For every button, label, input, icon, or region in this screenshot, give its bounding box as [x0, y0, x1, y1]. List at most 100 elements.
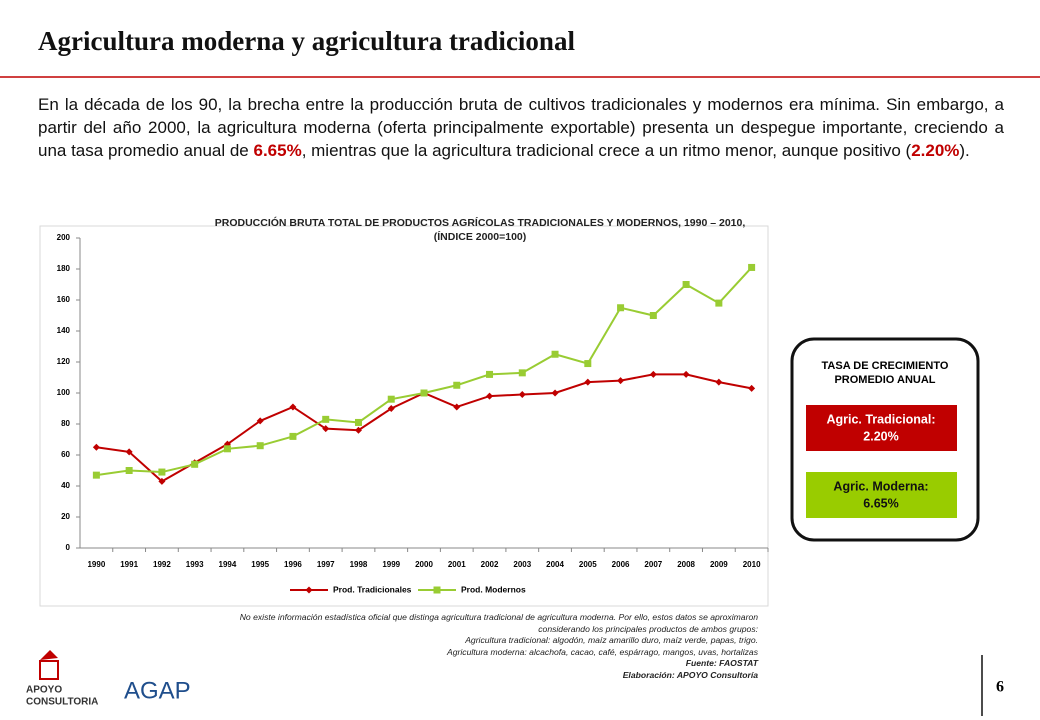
- marker: [433, 586, 441, 594]
- y-tick-label: 80: [61, 419, 70, 428]
- highlight: 2.20%: [911, 141, 960, 160]
- note: Agricultura tradicional: algodón, maíz a…: [465, 635, 758, 645]
- chart-title: PRODUCCIÓN BRUTA TOTAL DE PRODUCTOS AGRÍ…: [215, 216, 746, 229]
- x-tick-label: 2008: [677, 560, 695, 569]
- x-tick-label: 1997: [317, 560, 335, 569]
- page-number: 6: [996, 679, 1004, 696]
- x-tick-label: 1992: [153, 560, 171, 569]
- marker: [158, 468, 166, 476]
- x-tick-label: 2000: [415, 560, 433, 569]
- marker: [289, 432, 297, 440]
- marker: [617, 304, 625, 312]
- y-tick-label: 140: [57, 326, 71, 335]
- y-tick-label: 40: [61, 481, 70, 490]
- y-tick-label: 160: [57, 295, 71, 304]
- marker: [125, 448, 133, 456]
- title: Agricultura moderna y agricultura tradic…: [38, 26, 575, 56]
- x-tick-label: 2009: [710, 560, 728, 569]
- y-tick-label: 20: [61, 512, 70, 521]
- logo-text: APOYO: [26, 685, 62, 696]
- marker: [92, 471, 100, 479]
- x-tick-label: 2010: [743, 560, 761, 569]
- marker: [92, 443, 100, 451]
- notes: No existe información estadística oficia…: [100, 612, 758, 681]
- badge-label: Agric. Tradicional:: [826, 412, 935, 426]
- logo-text: AGAP: [124, 677, 191, 704]
- marker: [322, 415, 330, 423]
- marker: [158, 477, 166, 485]
- badge-value: 6.65%: [863, 496, 898, 510]
- x-tick-label: 2006: [612, 560, 630, 569]
- x-tick-label: 2007: [644, 560, 662, 569]
- note: considerando los principales productos d…: [538, 623, 758, 634]
- legend-label: Prod. Modernos: [461, 584, 526, 594]
- marker: [551, 389, 559, 397]
- marker: [682, 281, 690, 288]
- marker: [715, 299, 723, 307]
- note: No existe información estadística oficia…: [239, 612, 758, 622]
- x-tick-label: 2003: [513, 560, 531, 569]
- x-tick-label: 1999: [382, 560, 400, 569]
- marker: [354, 426, 362, 434]
- marker: [256, 442, 264, 450]
- y-tick-label: 120: [57, 357, 71, 366]
- marker: [617, 377, 625, 385]
- legend-label: Prod. Tradicionales: [333, 584, 412, 594]
- chart-subtitle: (ÍNDICE 2000=100): [434, 230, 527, 243]
- sidebar-badge: [806, 405, 957, 451]
- y-tick-label: 60: [61, 450, 70, 459]
- apoyo-icon-frame: [39, 660, 59, 680]
- x-tick-label: 1993: [186, 560, 204, 569]
- marker: [486, 392, 494, 400]
- marker: [322, 425, 330, 433]
- marker: [649, 370, 657, 378]
- x-tick-label: 2002: [481, 560, 499, 569]
- marker: [453, 403, 461, 411]
- highlight: 6.65%: [253, 141, 302, 160]
- marker: [387, 395, 395, 403]
- y-tick-label: 0: [66, 543, 71, 552]
- note: Elaboración: APOYO Consultoría: [622, 669, 758, 680]
- marker: [584, 360, 592, 368]
- marker: [305, 586, 313, 594]
- marker: [453, 381, 461, 389]
- x-tick-label: 1990: [87, 560, 105, 569]
- marker: [649, 312, 657, 319]
- marker: [387, 405, 395, 412]
- y-tick-label: 180: [57, 264, 71, 273]
- badge-value: 2.20%: [863, 429, 898, 443]
- paragraph: En la década de los 90, la brecha entre …: [38, 93, 1004, 162]
- x-tick-label: 1998: [350, 560, 368, 569]
- marker: [584, 378, 592, 386]
- sidebar-title: TASA DE CRECIMIENTO PROMEDIO ANUAL: [822, 360, 949, 386]
- marker: [748, 384, 756, 392]
- marker: [125, 467, 133, 474]
- x-tick-label: 2001: [448, 560, 466, 569]
- text: ).: [959, 141, 970, 160]
- x-tick-label: 1991: [120, 560, 138, 569]
- marker: [682, 370, 690, 378]
- marker: [191, 460, 199, 468]
- marker: [223, 445, 231, 453]
- x-tick-label: 2004: [546, 560, 564, 569]
- logo-text: CONSULTORIA: [26, 697, 98, 708]
- marker: [256, 417, 264, 425]
- marker: [289, 403, 297, 411]
- sidebar-badge: [806, 472, 957, 518]
- x-tick-label: 1994: [219, 560, 237, 569]
- text: , mientras que la agricultura tradiciona…: [301, 141, 912, 160]
- marker: [748, 263, 756, 271]
- marker: [420, 389, 428, 397]
- y-tick-label: 200: [57, 233, 71, 242]
- x-tick-label: 2005: [579, 560, 597, 569]
- text: En la década de los 90, la brecha entre …: [38, 95, 1004, 160]
- chart-frame: [39, 225, 769, 607]
- x-tick-label: 1996: [284, 560, 302, 569]
- marker: [518, 369, 526, 377]
- badge-label: Agric. Moderna:: [833, 479, 928, 493]
- note: Agricultura moderna: alcachofa, cacao, c…: [447, 646, 758, 657]
- marker: [551, 350, 559, 358]
- x-tick-label: 1995: [251, 560, 269, 569]
